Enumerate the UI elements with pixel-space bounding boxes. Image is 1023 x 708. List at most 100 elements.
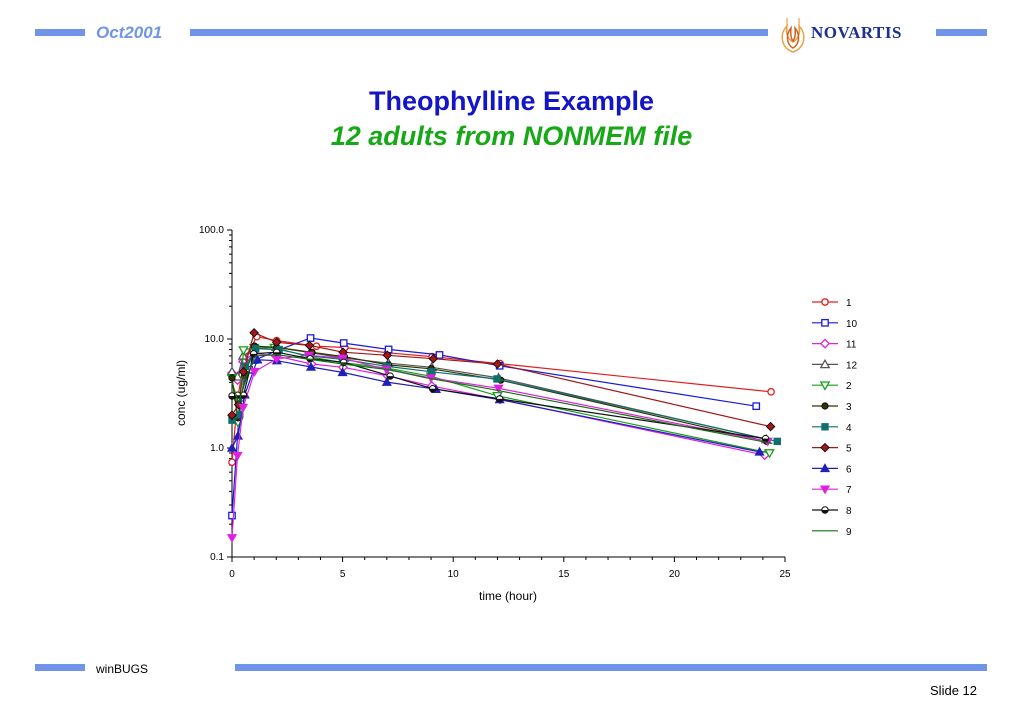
- data-point: [228, 511, 236, 520]
- data-point: [304, 340, 315, 351]
- data-point: [228, 374, 236, 382]
- data-point: [492, 359, 503, 369]
- data-point: [821, 506, 829, 514]
- data-point: [821, 298, 829, 306]
- data-point: [493, 384, 504, 394]
- marker-fill: [762, 438, 769, 442]
- legend-item: 4: [812, 423, 852, 434]
- legend-item: 12: [812, 358, 858, 371]
- series-6: [226, 354, 765, 456]
- data-point: [819, 463, 831, 473]
- data-point: [493, 375, 501, 383]
- data-point: [238, 367, 249, 377]
- x-tick-label: 15: [558, 569, 570, 580]
- data-point: [819, 485, 831, 495]
- legend-label: 6: [846, 464, 852, 475]
- chart-axes: 0.1 1.0 10.0 100.0 0 5 10 15 20 25: [199, 225, 791, 580]
- data-point: [306, 334, 315, 342]
- chart-series: [226, 328, 781, 544]
- x-axis-label: time (hour): [479, 589, 537, 603]
- legend-label: 7: [846, 485, 852, 496]
- data-point: [249, 367, 260, 377]
- x-tick-label: 10: [448, 569, 460, 580]
- data-point: [819, 338, 831, 349]
- series-9: [231, 353, 773, 445]
- legend-item: 1: [812, 298, 852, 309]
- data-point: [238, 346, 249, 356]
- novartis-logo: NOVARTIS: [773, 12, 935, 56]
- data-point: [249, 328, 259, 338]
- data-point: [819, 381, 831, 391]
- data-point: [754, 446, 765, 456]
- footer-app-label: winBUGS: [96, 662, 149, 676]
- legend-label: 10: [846, 319, 858, 330]
- data-point: [428, 384, 437, 393]
- data-point: [228, 458, 236, 467]
- data-point: [764, 449, 775, 459]
- marker-fill: [386, 376, 394, 380]
- legend-label: 1: [846, 298, 852, 309]
- legend-item: 9: [812, 527, 852, 538]
- footer-bar-right: [235, 664, 987, 671]
- y-tick-label: 0.1: [210, 552, 224, 563]
- slide-subtitle: 12 adults from NONMEM file: [330, 121, 693, 151]
- data-point: [773, 437, 781, 446]
- legend-label: 11: [846, 340, 857, 351]
- chart-legend: 1 10 11 12 2 3 4 5 6 7 8 9: [812, 298, 858, 538]
- data-point: [337, 354, 348, 364]
- data-point: [767, 387, 775, 396]
- data-point: [252, 354, 263, 364]
- x-tick-label: 5: [340, 569, 346, 580]
- slide-number: Slide 12: [930, 683, 977, 698]
- y-tick-label: 10.0: [205, 334, 225, 345]
- data-point: [761, 434, 770, 443]
- legend-item: 2: [812, 381, 852, 392]
- flame-icon: [781, 18, 805, 53]
- marker-fill: [496, 398, 503, 403]
- legend-item: 8: [812, 506, 852, 517]
- legend-label: 3: [846, 402, 852, 413]
- data-point: [427, 368, 436, 376]
- data-point: [271, 337, 282, 348]
- data-point: [232, 451, 243, 461]
- data-point: [386, 372, 394, 380]
- data-point: [765, 421, 776, 432]
- marker-fill: [228, 395, 236, 400]
- legend-item: 11: [812, 338, 857, 351]
- data-point: [239, 391, 248, 399]
- legend-label: 5: [846, 444, 852, 455]
- data-point: [381, 376, 392, 386]
- legend-label: 12: [846, 360, 858, 371]
- legend-label: 9: [846, 527, 852, 538]
- footer-bar-left: [35, 664, 85, 671]
- data-point: [382, 350, 393, 361]
- legend-item: 10: [812, 319, 858, 330]
- legend-item: 3: [812, 402, 852, 413]
- data-point: [435, 351, 444, 359]
- data-point: [238, 403, 249, 413]
- data-point: [226, 442, 238, 452]
- header-bar-left: [35, 29, 85, 36]
- data-point: [821, 423, 829, 431]
- marker-fill: [429, 388, 436, 392]
- data-point: [227, 410, 237, 420]
- y-axis-label: conc (ug/ml): [174, 360, 188, 426]
- y-tick-label: 1.0: [210, 443, 224, 454]
- x-tick-label: 25: [779, 569, 791, 580]
- legend-label: 4: [846, 423, 852, 434]
- header-bar-right: [936, 29, 987, 36]
- data-point: [821, 402, 829, 410]
- logo-text: NOVARTIS: [811, 23, 902, 42]
- y-tick-label: 100.0: [199, 225, 224, 236]
- data-point: [305, 361, 317, 371]
- marker-fill: [240, 395, 247, 399]
- data-point: [428, 353, 439, 364]
- data-point: [819, 358, 831, 369]
- header-bar-middle: [190, 29, 768, 36]
- data-point: [337, 367, 348, 377]
- data-point: [821, 318, 829, 327]
- data-point: [339, 339, 348, 347]
- slide-title: Theophylline Example: [368, 86, 655, 116]
- legend-item: 5: [812, 442, 852, 455]
